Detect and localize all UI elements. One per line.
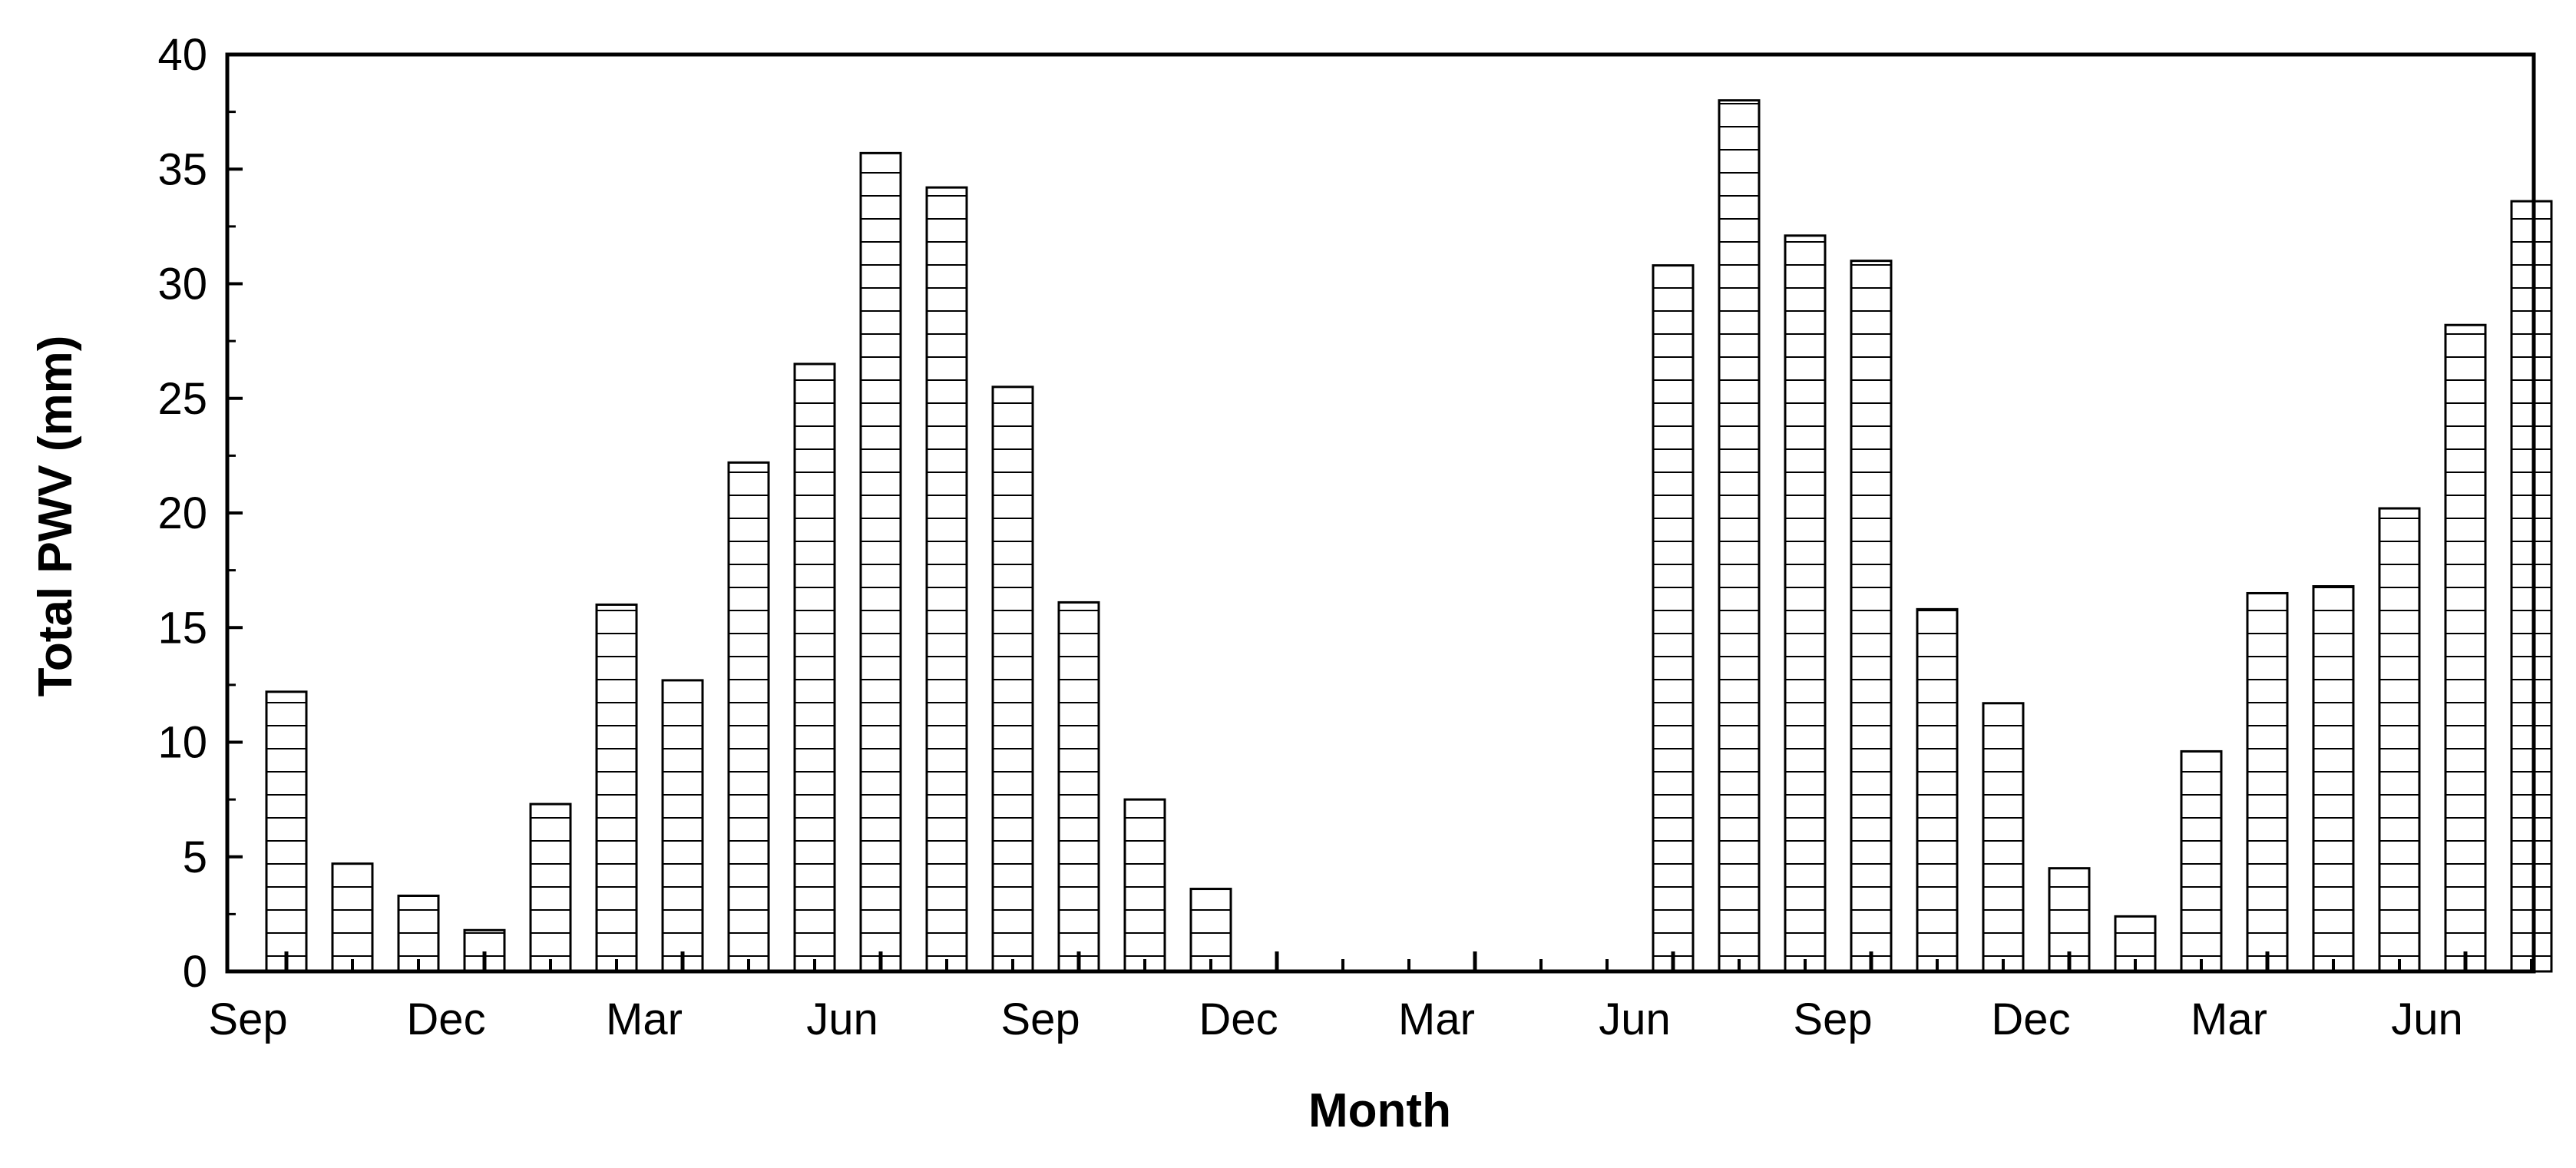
x-axis-title: Month bbox=[1308, 1084, 1451, 1137]
bar-1-sep bbox=[265, 690, 308, 973]
bar-23-jul bbox=[1718, 99, 1761, 973]
bar-13-sep bbox=[1057, 601, 1100, 973]
labels-layer: Month Total PWV (mm) bbox=[29, 336, 1451, 1137]
bars-layer bbox=[265, 99, 2553, 973]
x-tick-label: Sep bbox=[1000, 994, 1080, 1044]
bar-6-feb bbox=[595, 603, 638, 973]
bar-7-mar bbox=[661, 679, 704, 973]
y-tick-label: 10 bbox=[157, 718, 207, 768]
bar-5-jan bbox=[529, 802, 572, 973]
bar-8-apr bbox=[727, 461, 770, 973]
bar-31-mar bbox=[2246, 591, 2289, 973]
y-tick-label: 20 bbox=[157, 488, 207, 538]
y-tick-label: 35 bbox=[157, 144, 207, 194]
bar-12-aug bbox=[991, 385, 1034, 973]
bar-27-nov bbox=[1982, 702, 2025, 973]
bar-32-apr bbox=[2312, 585, 2355, 973]
axes-layer: 0 5 10 15 20 25 30 35 40 Sep Dec Mar Jun Sep Dec Mar Jun… bbox=[157, 30, 2536, 1044]
y-tick-label: 5 bbox=[183, 832, 207, 882]
y-tick-label: 15 bbox=[157, 603, 207, 653]
bar-10-jun bbox=[859, 151, 902, 973]
bar-34-jun bbox=[2444, 323, 2487, 973]
bar-30-feb bbox=[2180, 749, 2223, 973]
x-tick-label: Dec bbox=[406, 994, 485, 1044]
bar-14-oct bbox=[1123, 798, 1166, 973]
bar-35-jul bbox=[2510, 200, 2553, 973]
x-tick-label: Jun bbox=[806, 994, 878, 1044]
x-tick-label: Mar bbox=[2191, 994, 2267, 1044]
bar-22-jun bbox=[1652, 264, 1695, 973]
y-tick-label: 40 bbox=[157, 30, 207, 80]
bar-11-jul bbox=[925, 186, 968, 973]
x-tick-label: Dec bbox=[1199, 994, 1278, 1044]
bar-33-may bbox=[2378, 507, 2421, 973]
bar-15-nov bbox=[1189, 888, 1232, 973]
x-tick-label: Mar bbox=[606, 994, 683, 1044]
x-tick-label: Jun bbox=[1599, 994, 1671, 1044]
bar-26-oct bbox=[1916, 607, 1959, 973]
bar-29-jan bbox=[2114, 915, 2157, 973]
x-tick-label: Sep bbox=[208, 994, 287, 1044]
y-tick-label: 30 bbox=[157, 260, 207, 309]
y-tick-label: 25 bbox=[157, 374, 207, 424]
x-tick-label: Dec bbox=[1991, 994, 2070, 1044]
x-tick-label: Jun bbox=[2391, 994, 2463, 1044]
bar-24-aug bbox=[1784, 234, 1827, 973]
y-axis-title: Total PWV (mm) bbox=[29, 336, 82, 697]
x-tick-label: Mar bbox=[1398, 994, 1475, 1044]
y-tick-label: 0 bbox=[183, 947, 207, 997]
bar-9-may bbox=[793, 362, 836, 973]
x-tick-label: Sep bbox=[1793, 994, 1872, 1044]
bar-2-oct bbox=[331, 862, 374, 973]
bar-25-sep bbox=[1850, 260, 1893, 973]
